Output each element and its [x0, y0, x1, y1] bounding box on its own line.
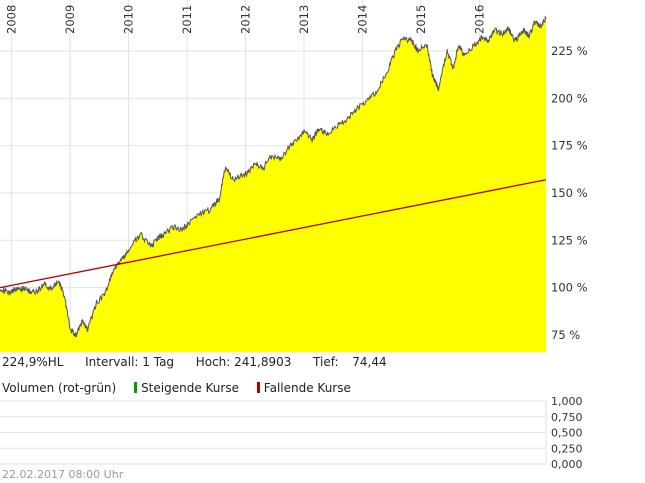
year-tick-label: 2009 — [63, 5, 77, 34]
percent-tick-label: 125 % — [551, 233, 588, 247]
interval-label: Intervall: 1 Tag — [85, 355, 175, 369]
falling-swatch — [256, 382, 260, 393]
year-tick-label: 2010 — [122, 5, 136, 34]
year-tick-label: 2014 — [355, 5, 369, 34]
performance-label: 224,9%HL — [2, 355, 64, 369]
volume-tick-label: 0,750 — [551, 411, 583, 424]
year-tick-label: 2016 — [472, 5, 486, 34]
year-tick-label: 2012 — [239, 5, 253, 34]
percent-axis: 75 % 100 % 125 % 150 % 175 % 200 % 225 % — [551, 44, 588, 342]
percent-tick-label: 75 % — [551, 328, 580, 342]
chart-info-bar: 224,9%HL Intervall: 1 Tag Hoch: 241,8903… — [2, 355, 387, 369]
price-line — [0, 15, 547, 338]
year-tick-label: 2011 — [180, 5, 194, 34]
rising-label: Steigende Kurse — [141, 381, 239, 395]
volume-chart-grid — [0, 400, 547, 465]
price-chart[interactable] — [0, 15, 547, 353]
trend-line — [0, 179, 547, 289]
volume-tick-label: 0,000 — [551, 458, 583, 471]
volume-title: Volumen (rot-grün) — [2, 381, 117, 395]
volume-axis: 1,000 0,750 0,500 0,250 0,000 — [551, 395, 583, 471]
high-label: Hoch: 241,8903 — [195, 355, 292, 369]
year-axis: 2008 2009 2010 2011 2012 2013 2014 2015 2016 — [5, 5, 487, 34]
low-label: Tief: — [313, 355, 339, 369]
volume-tick-label: 0,500 — [551, 427, 583, 440]
year-tick-label: 2015 — [414, 5, 428, 34]
falling-label: Fallende Kurse — [263, 381, 351, 395]
low-value: 74,44 — [352, 355, 387, 369]
year-tick-label: 2008 — [5, 5, 19, 34]
percent-tick-label: 150 % — [551, 186, 588, 200]
percent-tick-label: 175 % — [551, 139, 588, 153]
percent-tick-label: 225 % — [551, 44, 588, 58]
percent-tick-label: 100 % — [551, 281, 588, 295]
volume-legend: Volumen (rot-grün) Steigende Kurse Falle… — [2, 381, 351, 395]
price-area-fill — [0, 16, 546, 353]
volume-tick-label: 1,000 — [551, 395, 583, 408]
volume-tick-label: 0,250 — [551, 442, 583, 455]
year-tick-label: 2013 — [297, 5, 311, 34]
timestamp: 22.02.2017 08:00 Uhr — [2, 468, 124, 481]
percent-tick-label: 200 % — [551, 91, 588, 105]
rising-swatch — [134, 382, 138, 393]
